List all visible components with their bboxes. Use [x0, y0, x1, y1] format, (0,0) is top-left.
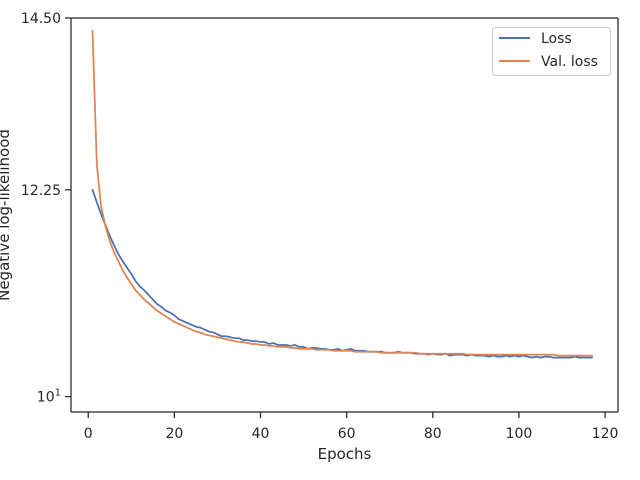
y-tick-label: 101 — [37, 388, 61, 406]
plot-frame — [70, 17, 619, 413]
legend-box — [492, 27, 611, 76]
series-line-val-loss — [91, 29, 594, 357]
legend-label-val-loss: Val. loss — [541, 54, 598, 70]
x-tick-label: 60 — [338, 426, 356, 442]
y-ticks: 101 12.25 14.50 — [21, 11, 71, 406]
x-tick-label: 100 — [506, 426, 533, 442]
y-tick-label: 14.50 — [21, 11, 61, 27]
x-tick-label: 0 — [84, 426, 93, 442]
legend-label-loss: Loss — [541, 31, 572, 47]
x-ticks: 0 20 40 60 80 100 120 — [84, 412, 619, 442]
x-tick-label: 80 — [424, 426, 442, 442]
series-lines — [91, 29, 594, 359]
y-axis-label: Negative log-likelihood — [0, 129, 13, 301]
y-tick-label: 12.25 — [21, 183, 61, 199]
x-axis-label: Epochs — [318, 445, 372, 463]
x-tick-label: 40 — [252, 426, 270, 442]
x-tick-label: 20 — [165, 426, 183, 442]
legend: Loss Val. loss — [492, 27, 611, 76]
x-tick-label: 120 — [592, 426, 619, 442]
